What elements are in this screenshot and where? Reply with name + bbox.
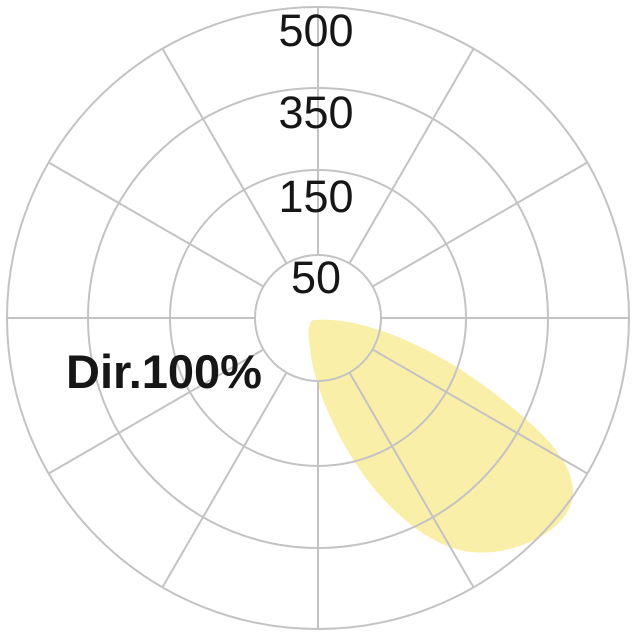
radial-tick-label-500: 500 — [278, 5, 353, 56]
direct-percentage-label: Dir.100% — [66, 345, 262, 398]
grid-spoke — [348, 372, 475, 588]
radial-tick-label-50: 50 — [291, 252, 341, 303]
grid-spoke — [372, 348, 588, 475]
beam-lobe — [308, 319, 573, 553]
grid-spoke — [48, 348, 264, 475]
grid-layer — [6, 6, 630, 630]
grid-spoke — [161, 372, 288, 588]
radial-tick-labels: 500 350 150 50 — [278, 5, 353, 303]
grid-spoke — [348, 48, 475, 264]
grid-spoke — [372, 161, 588, 288]
grid-spoke — [48, 161, 264, 288]
radial-tick-label-150: 150 — [278, 171, 353, 222]
radial-tick-label-350: 350 — [278, 87, 353, 138]
grid-spoke — [161, 48, 288, 264]
